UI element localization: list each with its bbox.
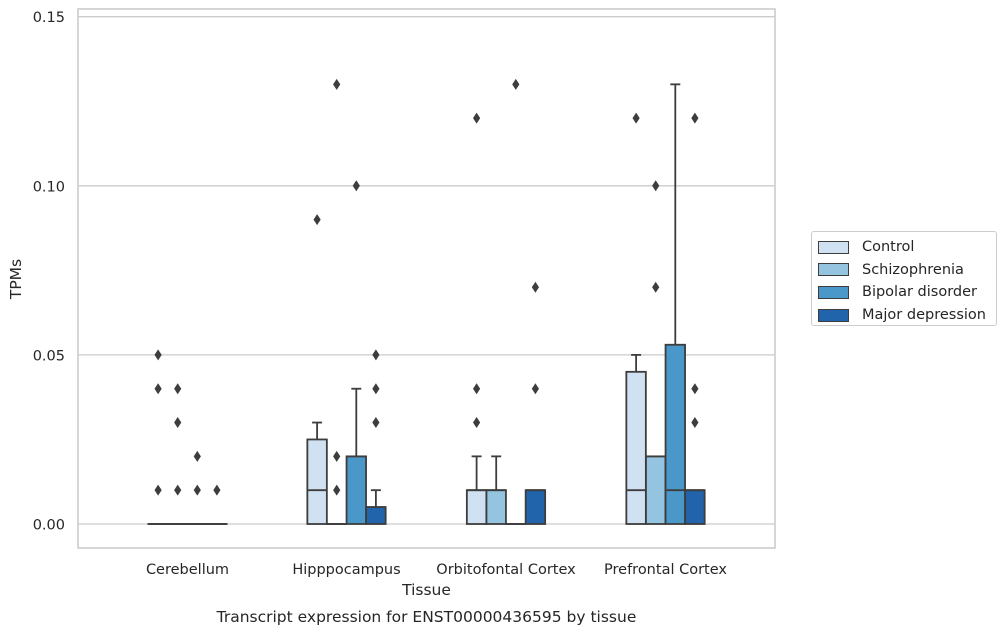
x-tick-label: Orbitofontal Cortex [436, 562, 576, 578]
box [486, 490, 506, 524]
outlier-point [473, 417, 480, 428]
box [366, 507, 386, 524]
outlier-point [512, 79, 519, 90]
outlier-point [652, 282, 659, 293]
outlier-point [652, 180, 659, 191]
legend: Control Schizophrenia Bipolar disorder M… [811, 231, 997, 326]
outlier-point [333, 451, 340, 462]
legend-item-major-depression: Major depression [818, 304, 996, 327]
outlier-point [174, 383, 181, 394]
y-tick-label: 0.15 [33, 10, 65, 26]
x-tick-label: Prefrontal Cortex [604, 562, 727, 578]
y-tick-label: 0.00 [33, 518, 65, 534]
outlier-point [473, 383, 480, 394]
box [685, 490, 705, 524]
legend-label-major-depression: Major depression [862, 307, 986, 323]
legend-label-schizophrenia: Schizophrenia [862, 262, 964, 278]
legend-item-bipolar-disorder: Bipolar disorder [818, 281, 996, 304]
outlier-point [372, 383, 379, 394]
outlier-point [532, 282, 539, 293]
box [307, 439, 327, 524]
outlier-point [372, 417, 379, 428]
legend-swatch-schizophrenia [818, 263, 849, 276]
legend-item-control: Control [818, 236, 996, 259]
outlier-point [155, 485, 162, 496]
outlier-point [691, 383, 698, 394]
box [347, 456, 367, 524]
outlier-point [213, 485, 220, 496]
outlier-point [194, 451, 201, 462]
y-axis-label: TPMs [7, 259, 25, 300]
outlier-point [691, 417, 698, 428]
outlier-point [314, 214, 321, 225]
x-tick-label: Cerebellum [146, 562, 229, 578]
box [666, 345, 686, 524]
legend-swatch-bipolar-disorder [818, 286, 849, 299]
box [646, 456, 666, 524]
outlier-point [333, 485, 340, 496]
outlier-point [333, 79, 340, 90]
legend-label-bipolar-disorder: Bipolar disorder [862, 284, 977, 300]
outlier-point [174, 417, 181, 428]
outlier-point [633, 113, 640, 124]
box [626, 372, 646, 524]
outlier-point [691, 113, 698, 124]
outlier-point [174, 485, 181, 496]
legend-item-schizophrenia: Schizophrenia [818, 259, 996, 282]
outlier-point [353, 180, 360, 191]
outlier-point [372, 349, 379, 360]
outlier-point [532, 383, 539, 394]
legend-swatch-control [818, 241, 849, 254]
box [467, 490, 487, 524]
outlier-point [473, 113, 480, 124]
outlier-point [194, 485, 201, 496]
legend-label-control: Control [862, 239, 914, 255]
outlier-point [155, 349, 162, 360]
y-tick-label: 0.05 [33, 348, 65, 364]
x-tick-label: Hipppocampus [292, 562, 400, 578]
outlier-point [155, 383, 162, 394]
box [526, 490, 546, 524]
x-axis-label: Tissue [401, 581, 451, 599]
chart-caption: Transcript expression for ENST0000043659… [216, 608, 637, 626]
legend-swatch-major-depression [818, 309, 849, 322]
y-tick-label: 0.10 [33, 179, 65, 195]
